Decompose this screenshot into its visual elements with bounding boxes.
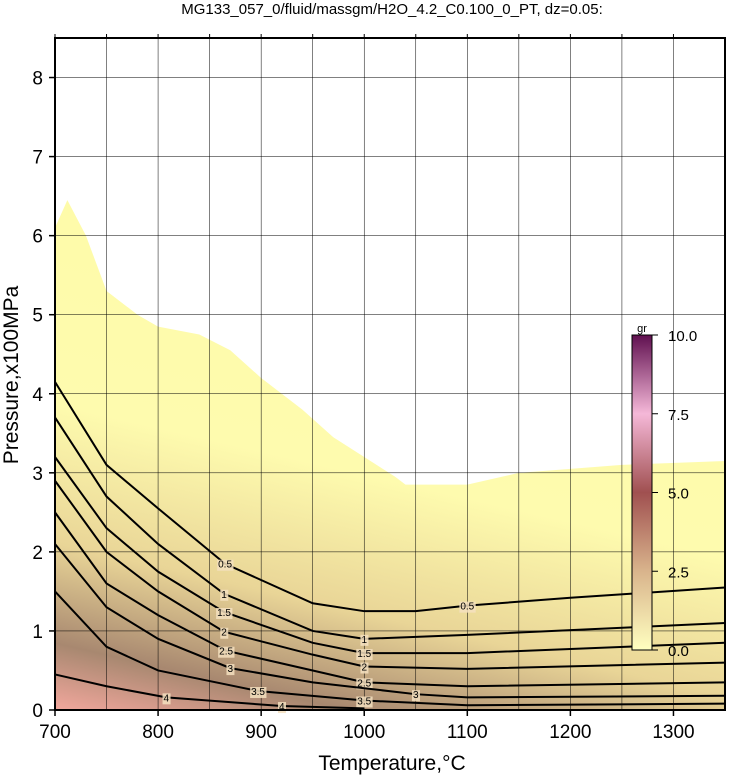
contour-label-bg	[360, 662, 369, 674]
contour-label: 4	[164, 693, 170, 704]
contour-label-bg	[220, 627, 229, 639]
contour-label: 3	[227, 664, 233, 675]
contour-label-bg	[162, 693, 171, 705]
contour-label: 4	[279, 702, 285, 713]
contour-label-bg	[220, 589, 229, 601]
contour-label: 2	[361, 663, 367, 674]
y-tick-label: 1	[32, 622, 43, 643]
contour-label: 1	[361, 635, 367, 646]
stability-field	[55, 200, 725, 710]
x-tick-label: 800	[142, 722, 174, 743]
contour-label: 3	[413, 690, 419, 701]
y-tick-label: 0	[32, 701, 43, 722]
y-tick-label: 2	[32, 543, 43, 564]
y-tick-label: 7	[32, 148, 43, 169]
contour-label: 2.5	[357, 678, 371, 689]
contour-line	[54, 416, 726, 640]
contour-line	[54, 480, 726, 670]
contour-label-bg	[411, 690, 420, 702]
colorbar	[631, 334, 653, 651]
y-axis-label: Pressure,x100MPa	[0, 285, 23, 464]
x-tick-label: 1100	[447, 722, 488, 743]
colorbar-tick-label: 10.0	[668, 328, 697, 345]
contour-label: 2.5	[219, 647, 233, 658]
contour-label-bg	[356, 696, 373, 708]
contour-label-bg	[356, 678, 373, 690]
y-tick-label: 4	[32, 385, 43, 406]
contour-label: 0.5	[460, 602, 474, 613]
contour-label-bg	[250, 687, 267, 699]
contour-line	[54, 511, 726, 688]
x-tick-label: 1300	[652, 722, 694, 743]
contour-label: 1.5	[217, 608, 231, 619]
contour-label: 2	[221, 628, 227, 639]
x-tick-label: 1200	[549, 722, 591, 743]
contour-line	[54, 456, 726, 655]
chart-title: MG133_057_0/fluid/massgm/H2O_4.2_C0.100_…	[181, 1, 603, 18]
contour-label: 1.5	[357, 649, 371, 660]
colorbar-tick-label: 7.5	[668, 407, 689, 424]
contour-label-bg	[277, 702, 286, 714]
contour-label: 0.5	[218, 560, 232, 571]
contour-label-bg	[360, 634, 369, 646]
contour-label-bg	[217, 559, 234, 571]
x-tick-label: 1000	[343, 722, 385, 743]
contour-label-bg	[459, 601, 476, 613]
contour-label-bg	[356, 649, 373, 661]
frame	[54, 37, 726, 711]
colorbar-title: gr	[637, 323, 647, 335]
y-tick-label: 5	[32, 306, 43, 327]
plot-area: 0.5 0.5 1 1 1.5 1.5 2 2 2.5 2.5 3 3 3.5 3.5 4 4	[54, 38, 726, 714]
contour-label-bg	[226, 664, 235, 676]
contour-label-bg	[218, 646, 235, 658]
contour-label: 3.5	[251, 687, 265, 698]
contour-line	[54, 543, 726, 699]
y-tick-label: 8	[32, 69, 43, 90]
contour-label-bg	[216, 607, 233, 619]
x-tick-label: 700	[39, 722, 71, 743]
colorbar-tick-label: 2.5	[668, 564, 689, 581]
contour-label: 1	[221, 590, 227, 601]
x-tick-label: 900	[245, 722, 277, 743]
colorbar-tick-label: 5.0	[668, 486, 689, 503]
y-tick-label: 3	[32, 464, 43, 485]
contour-line	[54, 381, 726, 613]
y-tick-label: 6	[32, 227, 43, 248]
contour-label: 3.5	[357, 697, 371, 708]
colorbar-tick-label: 0.0	[668, 643, 689, 660]
x-axis-label: Temperature,°C	[318, 752, 465, 775]
